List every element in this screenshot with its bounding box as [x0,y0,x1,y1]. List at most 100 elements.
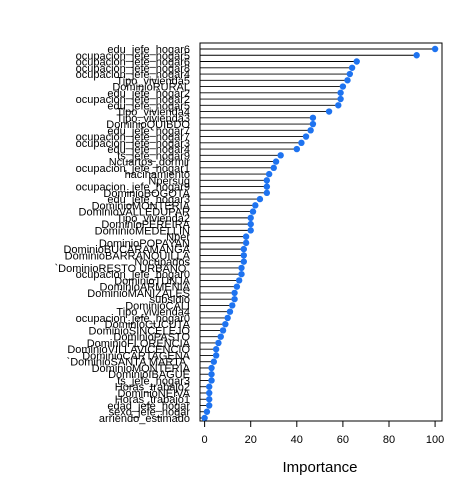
category-label: ocupacion_jefe_hogar0 [76,269,190,281]
category-label: ts_jefe_hogar3 [117,375,190,387]
category-label: DominioBARRANQUILLA [65,250,191,262]
data-point [235,277,243,284]
category-label: DominioBUCARAMANGA [63,244,190,256]
data-point [238,264,245,272]
data-point [240,245,247,253]
data-point [335,102,342,109]
category-label: Tipo_vivienda3 [116,113,190,125]
category-label: edad_jefe_hogar [107,400,190,412]
category-label: Npersug [148,175,190,187]
category-label: edu_jefe_hogar3 [107,194,190,206]
data-point [346,70,354,78]
data-point [263,177,271,184]
category-label: ocupacion_jefe_hogar7 [76,132,190,144]
category-label: ocupacion_jefe_hogar2 [76,94,190,106]
data-point [293,145,300,153]
data-point [337,95,344,103]
category-label: edu_jefe_hogar6 [107,44,190,56]
category-label: ocupacion_jefe_hogar8 [76,63,190,75]
data-point [249,208,257,215]
category-label: DominioVILLAVICENCIO [67,344,190,356]
data-point [298,139,305,147]
points-group [201,45,439,422]
category-label: DominioPEREIRA [101,219,190,231]
category-label: ocupacion_jefe_hogar0 [76,313,190,325]
data-point [256,195,264,203]
data-point [208,371,215,378]
category-label: DominioCARTAGENA [82,350,190,362]
data-point [344,77,351,84]
category-label: `DominioRESTO URBANO` [55,263,191,275]
data-point [242,239,250,247]
category-label: Ncuartos_dormir [109,157,191,169]
stems-group [200,48,436,419]
data-point [247,214,254,222]
category-label: DominioFLORENCIA [87,338,191,350]
data-point [231,289,238,297]
data-point [240,258,247,265]
data-point [231,295,238,303]
data-point [309,120,317,128]
data-point [206,402,213,409]
x-tick-label: 80 [383,434,395,446]
x-tick-label: 0 [202,434,208,446]
data-point [348,64,356,71]
category-label: Nper [166,232,190,244]
category-label: Tipo_vivienda4 [116,307,190,319]
data-point [210,358,218,365]
data-point [206,383,213,390]
x-tick-label: 60 [337,434,349,446]
category-label: Nocupados [134,257,190,269]
category-label: ocupacion_jefe_hogar6 [76,57,190,69]
data-point [337,89,344,96]
category-label: Horas_trabajo2 [115,382,190,394]
category-label: DominioRURAL [112,82,190,94]
data-point [247,227,254,234]
data-point [212,352,220,359]
x-axis: 0 20 40 60 80 100 [202,420,444,446]
category-label: DominioCALI [125,300,190,312]
data-point [212,346,220,353]
data-point [219,327,227,334]
category-label: DominioNEIVA [117,388,190,400]
category-label: DominioMANIZALES [87,288,190,300]
category-label: DominioCUCUTA [105,319,191,331]
category-label: DominioPOPAYAN [99,238,190,250]
data-point [203,408,211,415]
x-tick-label: 40 [291,434,303,446]
data-point [307,127,314,134]
category-label: `DominioSANTA MARTA` [67,357,190,369]
category-label: hacinamiento [125,169,190,181]
data-point [265,170,273,178]
category-label: DominioQUIBDO [106,119,190,131]
data-point [238,270,245,278]
category-label: DominioSINCELEJO [89,325,191,337]
category-label: DominioTUNJA [114,275,190,287]
data-point [339,83,347,90]
category-label: sexo_jefe_hogar [109,407,191,419]
data-point [272,158,280,165]
x-axis-title: Importance [282,459,357,476]
category-label: DominioMONTERIA [92,363,191,375]
data-point [263,183,271,190]
category-label: DominioPASTO [113,332,190,344]
data-point [431,45,439,53]
data-point [353,58,360,65]
category-label: ocupacion_jefe_hogar9 [76,182,190,194]
category-label: Tipo_vivienda5 [116,75,190,87]
data-point [229,302,236,309]
data-point [242,233,250,240]
data-point [270,164,277,172]
data-point [252,202,259,209]
data-point [240,252,247,259]
data-point [206,396,213,403]
data-point [325,108,333,115]
data-point [247,220,254,228]
category-label: subsidio [150,294,190,306]
category-label: Tipo_vivienda4 [116,107,190,119]
category-label: ts_jefe_hogar9 [117,150,190,162]
category-label: ocupacion_jefe_hogar4 [76,69,190,81]
category-label: ocupacion_jefe_hogar1 [76,163,190,175]
plot-frame [199,42,443,422]
